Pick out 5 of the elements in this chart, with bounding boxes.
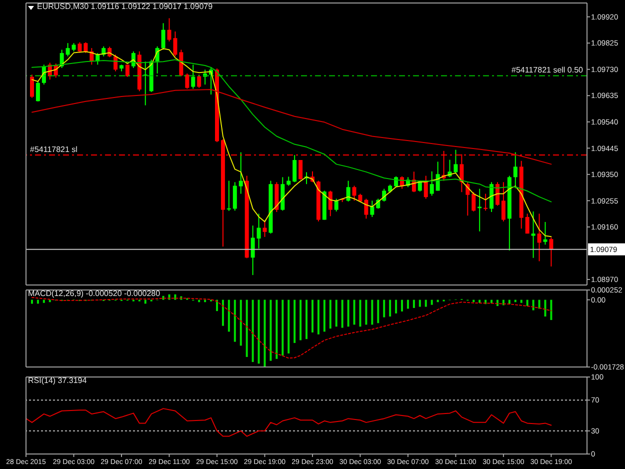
chart-title: MACD(12,26,9) -0.000520 -0.000280: [28, 289, 160, 298]
chart-title: EURUSD,M30 1.09116 1.09122 1.09017 1.09079: [37, 2, 213, 11]
chart-title: RSI(14) 37.3194: [28, 376, 87, 385]
ref-line-label: #54117821 sl: [30, 145, 78, 154]
ref-line-label: #54117821 sell 0.50: [512, 66, 584, 75]
